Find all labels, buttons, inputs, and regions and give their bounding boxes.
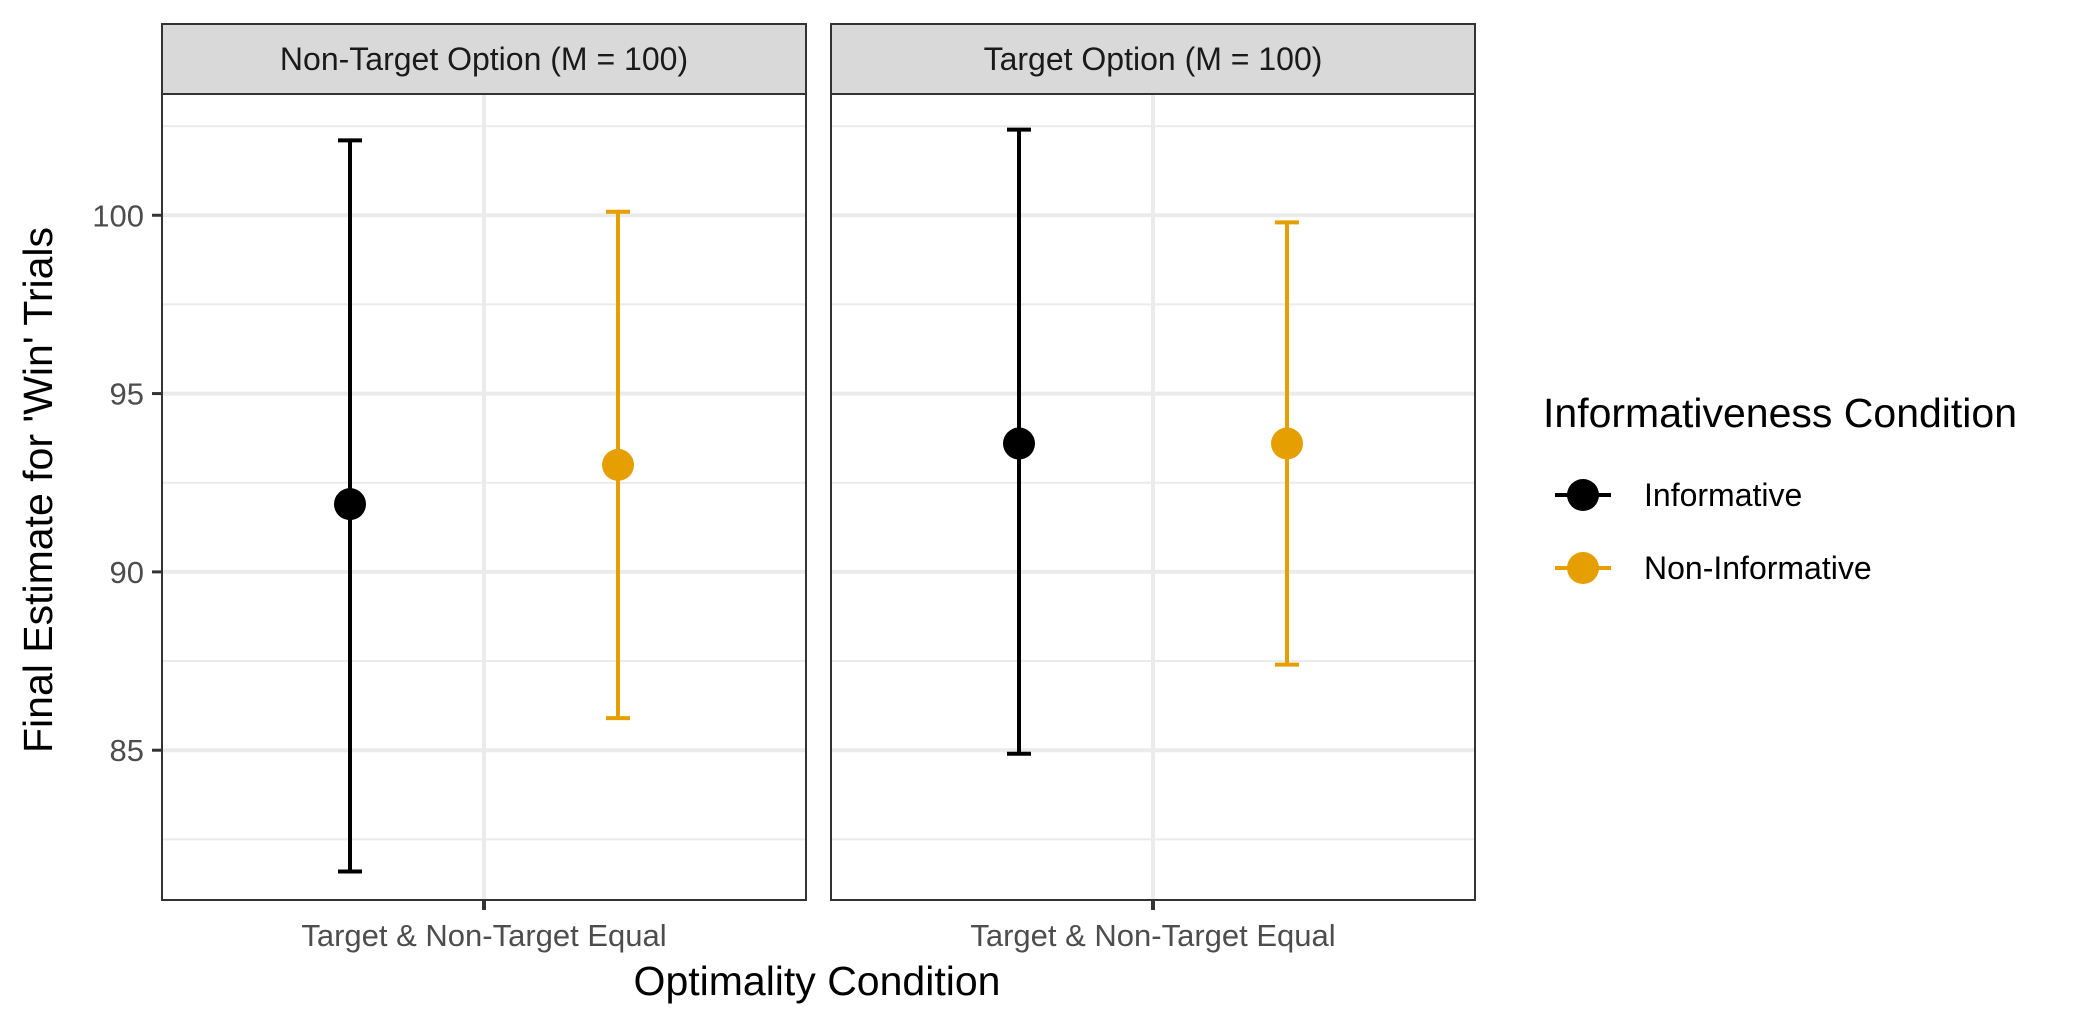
legend-label: Non-Informative xyxy=(1644,550,1872,586)
y-axis: 85 90 95 100 xyxy=(92,198,162,768)
x-tick-label: Target & Non-Target Equal xyxy=(970,918,1335,953)
data-point xyxy=(1271,427,1303,460)
facet-strip-label: Target Option (M = 100) xyxy=(984,41,1323,77)
y-tick-label: 95 xyxy=(110,377,144,412)
legend-entry-informative: Informative xyxy=(1555,477,1802,513)
series-informative xyxy=(334,138,366,874)
series-informative xyxy=(1003,127,1035,756)
y-tick-label: 90 xyxy=(110,555,144,590)
y-tick-label: 100 xyxy=(92,198,144,233)
legend: Informativeness Condition Informative Non… xyxy=(1543,390,2017,586)
legend-entries: Informative Non-Informative xyxy=(1555,477,1872,586)
legend-key-point xyxy=(1567,479,1599,511)
series-non-informative xyxy=(1271,220,1303,667)
legend-entry-non-informative: Non-Informative xyxy=(1555,550,1872,586)
y-axis-title: Final Estimate for 'Win' Trials xyxy=(15,227,61,753)
facets-layer: Non-Target Option (M = 100) Target & Non-… xyxy=(161,23,1476,953)
facet-panel-1: Non-Target Option (M = 100) Target & Non-… xyxy=(161,23,807,953)
y-tick-label: 85 xyxy=(110,733,144,768)
facet-strip-background xyxy=(161,23,807,95)
data-point xyxy=(1003,427,1035,460)
facet-strip-label: Non-Target Option (M = 100) xyxy=(280,41,688,77)
x-tick-label: Target & Non-Target Equal xyxy=(301,918,666,953)
legend-label: Informative xyxy=(1644,477,1802,513)
data-point xyxy=(602,448,634,481)
series-non-informative xyxy=(602,209,634,721)
data-point xyxy=(334,488,366,521)
legend-title: Informativeness Condition xyxy=(1543,390,2017,436)
legend-key-point xyxy=(1567,552,1599,584)
facet-strip-background xyxy=(830,23,1476,95)
facet-panel-2: Target Option (M = 100) Target & Non-Targ… xyxy=(830,23,1476,953)
x-axis-title: Optimality Condition xyxy=(634,958,1001,1004)
